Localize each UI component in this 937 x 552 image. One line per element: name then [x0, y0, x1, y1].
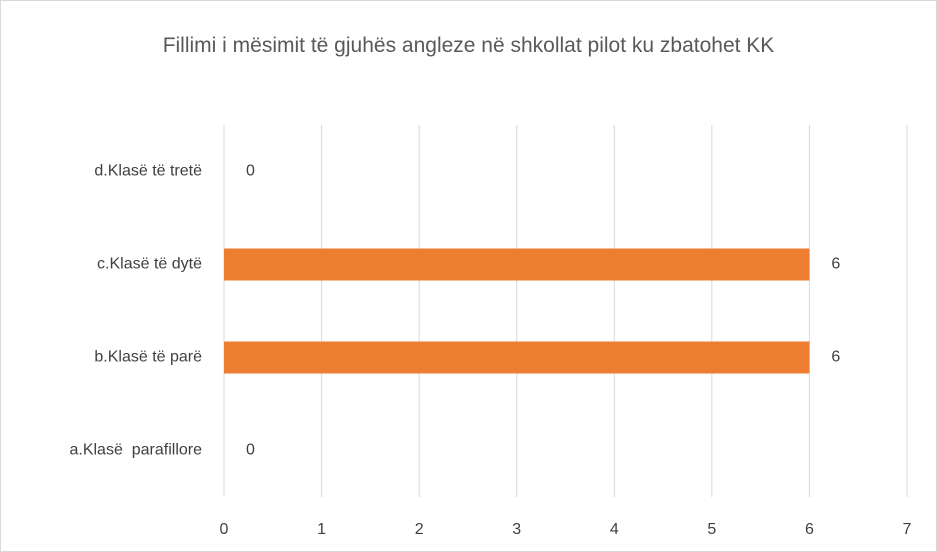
y-tick-label: d.Klasë të tretë [94, 163, 202, 180]
chart-title: Fillimi i mësimit të gjuhës angleze në s… [162, 34, 775, 57]
bar [224, 248, 810, 281]
y-tick-label: c.Klasë të dytë [97, 256, 202, 273]
data-label: 0 [246, 442, 255, 459]
x-tick-label: 4 [610, 521, 619, 538]
x-tick-label: 2 [415, 521, 424, 538]
bar [224, 341, 810, 374]
x-tick-label: 7 [903, 521, 912, 538]
x-tick-label: 6 [805, 521, 814, 538]
data-label: 6 [831, 256, 840, 273]
x-tick-label: 1 [317, 521, 326, 538]
x-tick-label: 5 [707, 521, 716, 538]
x-tick-label: 0 [220, 521, 229, 538]
x-tick-label: 3 [512, 521, 521, 538]
y-tick-label: a.Klasë parafillore [69, 442, 202, 459]
y-tick-label: b.Klasë të parë [94, 349, 202, 366]
data-label: 6 [831, 349, 840, 366]
data-label: 0 [246, 163, 255, 180]
